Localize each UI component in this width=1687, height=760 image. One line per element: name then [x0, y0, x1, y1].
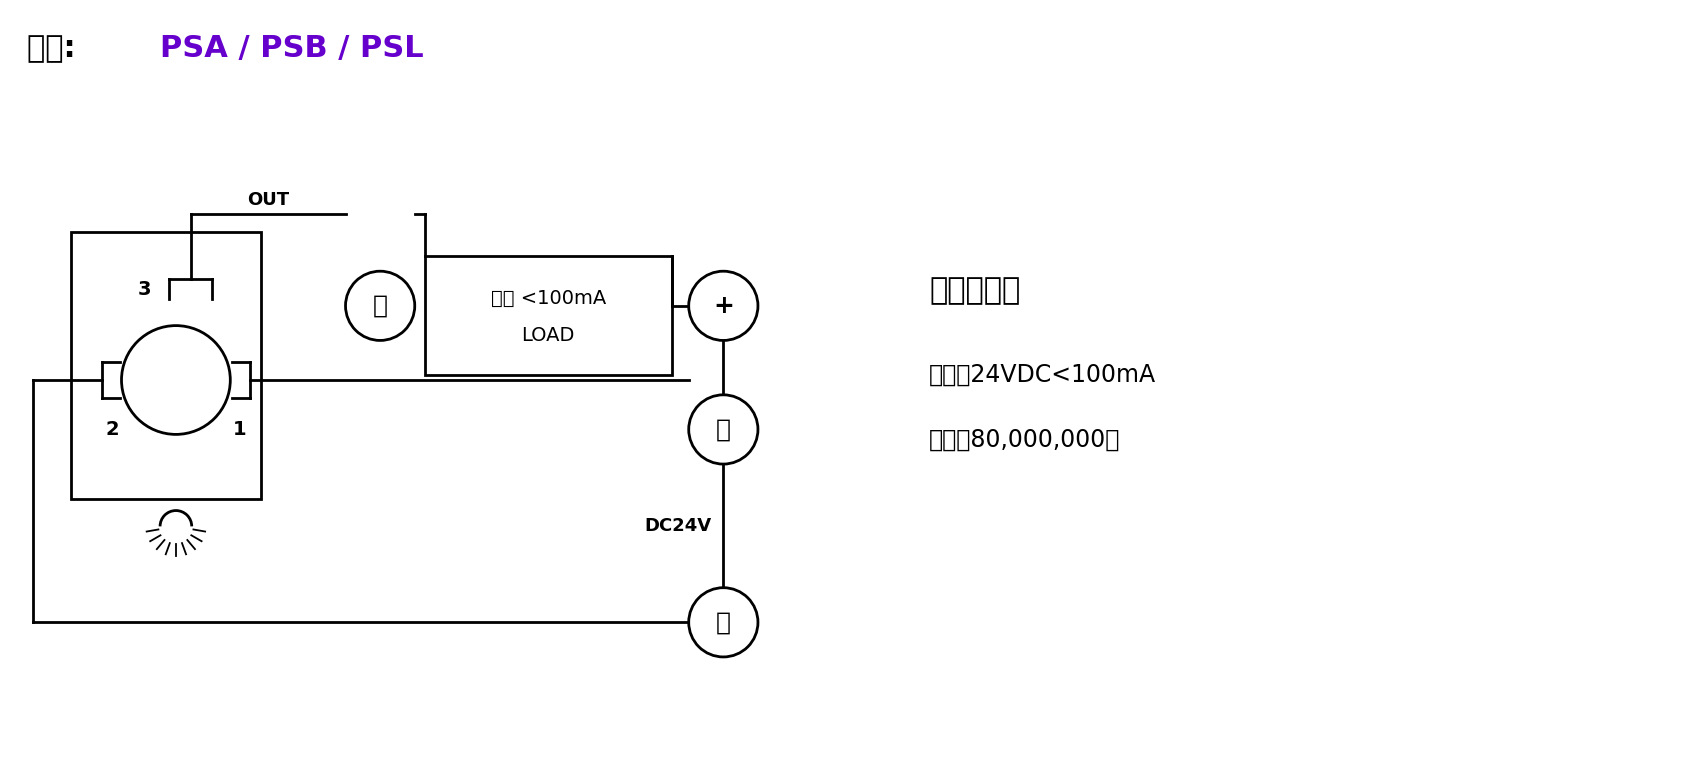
Text: 負載：24VDC<100mA: 負載：24VDC<100mA	[930, 363, 1156, 387]
Circle shape	[346, 271, 415, 340]
Text: OUT: OUT	[246, 191, 288, 209]
Text: 負載 <100mA: 負載 <100mA	[491, 290, 606, 309]
Text: +: +	[714, 294, 734, 318]
Text: 2: 2	[106, 420, 120, 439]
Bar	[425, 256, 671, 375]
Text: 電晶體容量: 電晶體容量	[930, 277, 1021, 306]
Text: 型號:: 型號:	[27, 34, 86, 63]
Circle shape	[688, 271, 757, 340]
Text: LOAD: LOAD	[521, 326, 575, 345]
Text: －: －	[715, 417, 730, 442]
Text: －: －	[715, 610, 730, 635]
Text: －: －	[373, 294, 388, 318]
Text: 1: 1	[233, 420, 246, 439]
Circle shape	[688, 395, 757, 464]
Text: 3: 3	[138, 280, 152, 299]
Text: DC24V: DC24V	[644, 517, 712, 535]
Text: PSA / PSB / PSL: PSA / PSB / PSL	[160, 34, 423, 63]
Bar	[71, 232, 261, 499]
Text: 壽命：80,000,000次: 壽命：80,000,000次	[930, 427, 1120, 451]
Circle shape	[688, 587, 757, 657]
